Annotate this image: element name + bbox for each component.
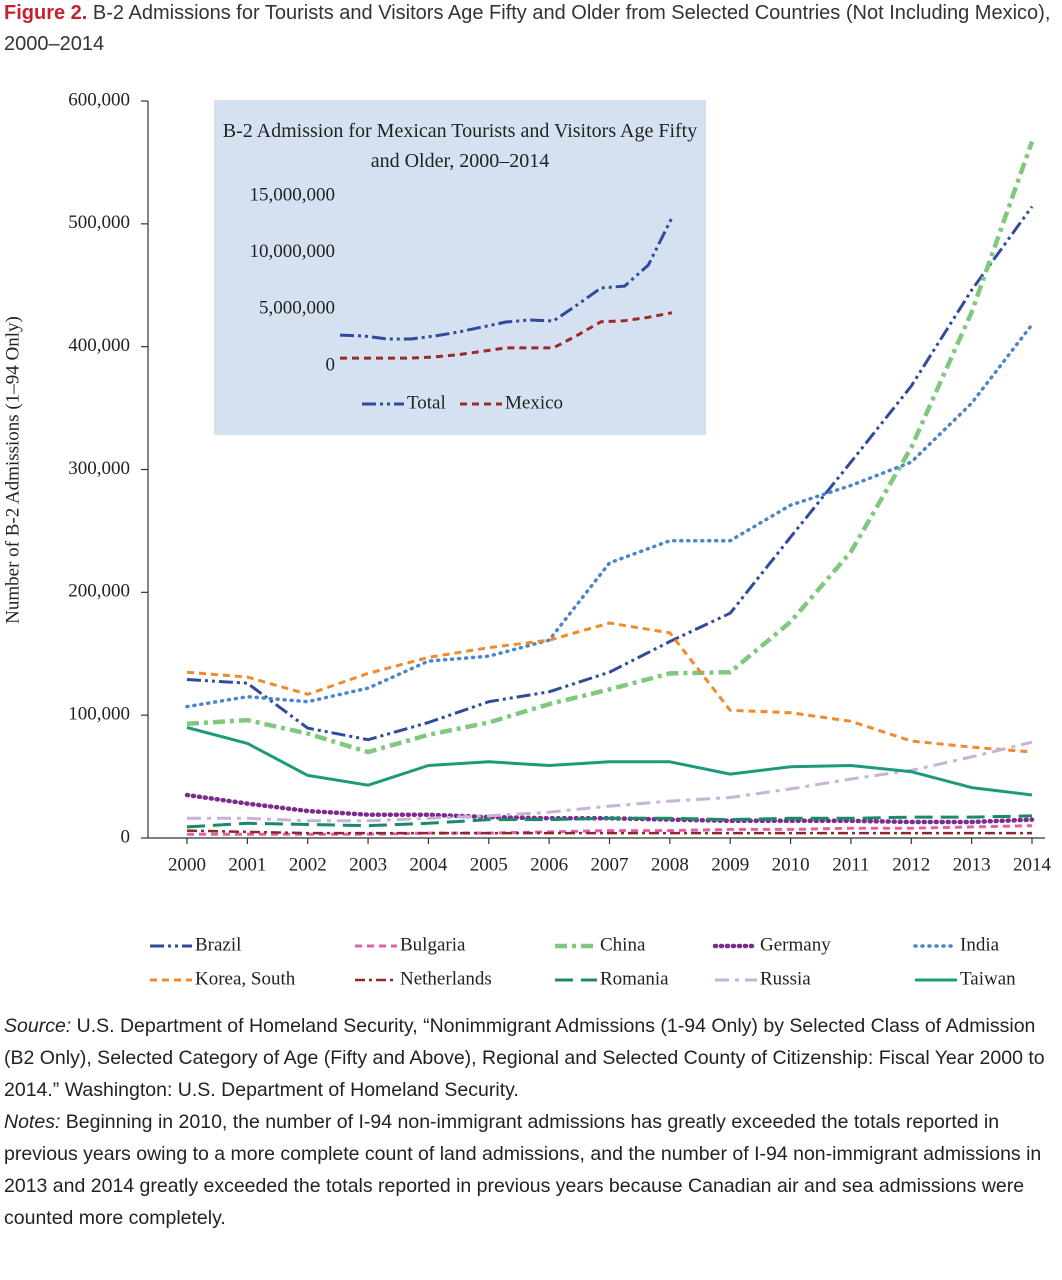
legend-label: Russia <box>760 968 811 989</box>
y-tick-label: 0 <box>326 354 336 375</box>
y-tick-label: 10,000,000 <box>250 241 336 262</box>
y-tick-label: 5,000,000 <box>259 298 335 319</box>
series-line <box>186 140 1035 755</box>
y-tick-label: 15,000,000 <box>250 184 336 205</box>
legend-label: Netherlands <box>400 968 492 989</box>
legend-label: China <box>600 934 646 955</box>
y-tick-label: 100,000 <box>68 704 130 725</box>
notes-label: Notes: <box>4 1111 61 1133</box>
y-tick-label: 0 <box>121 826 131 847</box>
inset-background <box>214 100 706 435</box>
legend-label: Romania <box>600 968 669 989</box>
series-line <box>186 205 1034 742</box>
series-line <box>186 726 1033 797</box>
x-tick-label: 2010 <box>772 854 810 875</box>
x-tick-label: 2013 <box>953 854 991 875</box>
legend-label: Korea, South <box>195 968 296 989</box>
x-tick-label: 2004 <box>409 854 448 875</box>
x-tick-label: 2005 <box>470 854 508 875</box>
series-line <box>339 216 674 341</box>
y-tick-label: 200,000 <box>68 581 130 602</box>
x-tick-label: 2014 <box>1013 854 1052 875</box>
legend-label: Mexico <box>505 392 563 413</box>
title-text: B-2 Admissions for Tourists and Visitors… <box>4 2 1051 55</box>
series-line <box>186 829 1032 835</box>
legend-label: Taiwan <box>960 968 1016 989</box>
series-line <box>185 322 1034 709</box>
series-line <box>187 824 1033 836</box>
legend-label: Bulgaria <box>400 934 466 955</box>
chart: 0 100,000 200,000 300,000 400,000 500,000 600,… <box>2 89 1052 989</box>
x-tick-label: 2007 <box>591 854 629 875</box>
notes: Notes: Beginning in 2010, the number of … <box>4 1106 1058 1234</box>
footer: Source: U.S. Department of Homeland Secu… <box>4 1010 1058 1234</box>
inset-title: B-2 Admission for Mexican Tourists and V… <box>222 120 698 172</box>
legend-label: India <box>960 934 1000 955</box>
series-line <box>186 814 1033 829</box>
x-tick-label: 2000 <box>168 854 206 875</box>
legend-label: Brazil <box>195 934 241 955</box>
y-tick-label: 400,000 <box>68 335 130 356</box>
legend-label: Germany <box>760 934 831 955</box>
legend-label: Total <box>407 392 446 413</box>
series-line <box>186 621 1033 754</box>
y-tick-label: 500,000 <box>68 212 130 233</box>
x-tick-label: 2009 <box>711 854 749 875</box>
x-tick-label: 2001 <box>228 854 266 875</box>
source-text: U.S. Department of Homeland Security, “N… <box>4 1015 1045 1101</box>
notes-text: Beginning in 2010, the number of I-94 no… <box>4 1111 1042 1229</box>
y-axis-label: Number of B-2 Admissions (1–94 Only) <box>2 316 23 624</box>
x-tick-label: 2003 <box>349 854 387 875</box>
series-line <box>184 792 1035 825</box>
source: Source: U.S. Department of Homeland Secu… <box>4 1010 1058 1106</box>
figure-label: Figure 2. <box>4 2 88 24</box>
x-tick-label: 2008 <box>651 854 689 875</box>
x-tick-label: 2006 <box>530 854 568 875</box>
x-tick-label: 2002 <box>289 854 327 875</box>
y-tick-label: 600,000 <box>68 89 130 110</box>
figure-title: Figure 2. B-2 Admissions for Tourists an… <box>4 0 1054 60</box>
x-tick-label: 2011 <box>832 854 869 875</box>
source-label: Source: <box>4 1015 72 1037</box>
y-tick-label: 300,000 <box>68 458 130 479</box>
series-line <box>187 740 1033 823</box>
x-tick-label: 2012 <box>892 854 930 875</box>
